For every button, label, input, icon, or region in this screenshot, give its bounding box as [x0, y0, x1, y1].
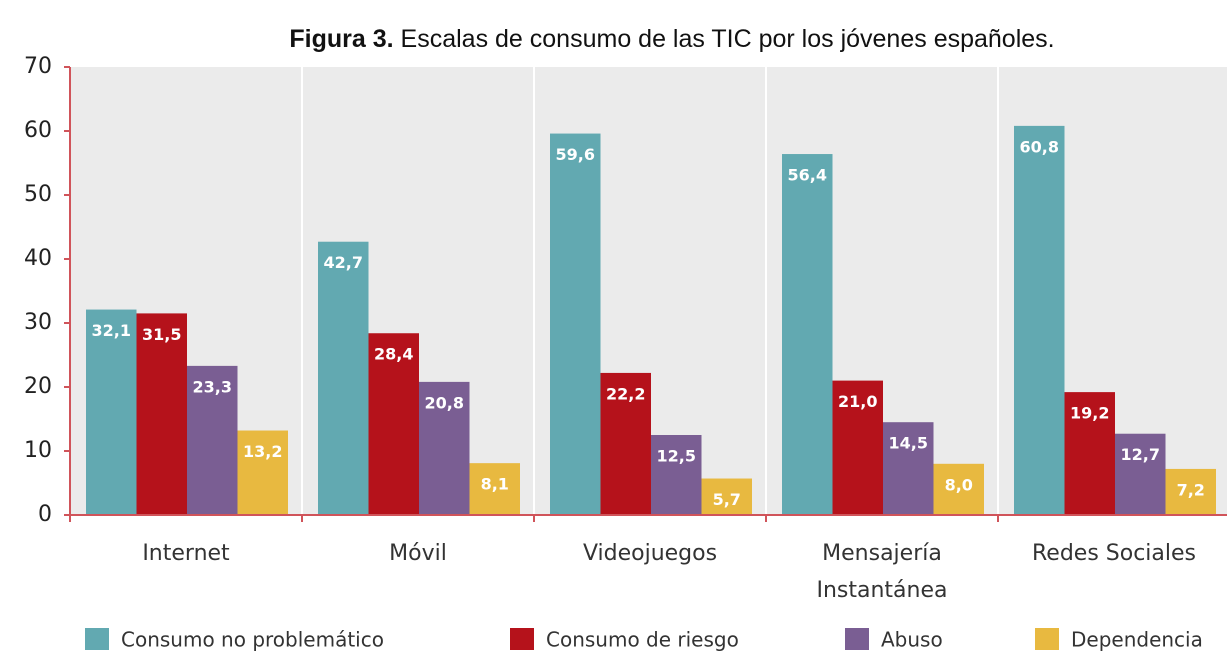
data-label: 31,5 — [142, 325, 181, 344]
y-tick-label: 50 — [24, 182, 52, 207]
bar — [883, 422, 934, 515]
bar — [600, 372, 651, 515]
data-label: 32,1 — [92, 321, 131, 340]
legend-swatch — [85, 628, 109, 650]
legend-label: Consumo de riesgo — [546, 628, 739, 652]
bar — [469, 463, 520, 515]
legend-swatch — [1035, 628, 1059, 650]
bar — [550, 133, 601, 515]
legend-label: Dependencia — [1071, 628, 1203, 652]
data-label: 20,8 — [425, 393, 464, 412]
data-label: 14,5 — [889, 434, 928, 453]
bar — [1165, 468, 1216, 515]
legend-swatch — [510, 628, 534, 650]
data-label: 7,2 — [1177, 480, 1205, 499]
bar — [832, 380, 883, 515]
data-label: 13,2 — [243, 442, 282, 461]
bar — [701, 478, 752, 515]
legend-label: Abuso — [881, 628, 943, 652]
x-tick-label: Mensajería Instantánea — [816, 541, 948, 603]
data-label: 8,1 — [481, 475, 509, 494]
x-tick-label: Videojuegos — [582, 541, 718, 566]
y-tick-label: 20 — [24, 374, 52, 399]
data-label: 23,3 — [193, 377, 232, 396]
data-label: 22,2 — [606, 384, 645, 403]
bar — [1115, 433, 1166, 515]
title-text: Escalas de consumo de las TIC por los jó… — [401, 25, 1055, 53]
x-tick-label: Redes Sociales — [1031, 541, 1196, 566]
y-tick-label: 10 — [24, 438, 52, 463]
data-label: 28,4 — [374, 345, 413, 364]
data-label: 60,8 — [1020, 137, 1059, 156]
bar — [237, 430, 288, 515]
bar — [86, 309, 137, 515]
bar — [782, 154, 833, 516]
bar — [136, 313, 187, 515]
data-label: 19,2 — [1070, 404, 1109, 423]
y-tick-label: 30 — [24, 310, 52, 335]
data-label: 59,6 — [556, 145, 595, 164]
y-tick-label: 40 — [24, 246, 52, 271]
data-label: 56,4 — [788, 166, 827, 185]
data-label: 5,7 — [713, 490, 741, 509]
bar — [187, 365, 238, 515]
data-label: 12,7 — [1121, 445, 1160, 464]
data-label: 21,0 — [838, 392, 877, 411]
bar — [933, 463, 984, 515]
figure-label: Figura 3. — [289, 25, 393, 53]
bar — [651, 435, 702, 515]
data-label: 12,5 — [657, 447, 696, 466]
bar — [318, 241, 369, 515]
y-tick-label: 0 — [38, 502, 52, 527]
legend-label: Consumo no problemático — [121, 628, 384, 652]
bar — [1064, 392, 1115, 515]
y-tick-label: 70 — [24, 54, 52, 79]
data-label: 8,0 — [945, 475, 973, 494]
bar — [1014, 125, 1065, 515]
x-tick-label: Móvil — [389, 541, 447, 566]
data-label: 42,7 — [324, 253, 363, 272]
y-tick-label: 60 — [24, 118, 52, 143]
x-tick-label: Internet — [142, 541, 230, 566]
chart-title: Figura 3. Escalas de consumo de las TIC p… — [289, 25, 1054, 53]
bar — [419, 381, 470, 515]
legend-swatch — [845, 628, 869, 650]
bar — [368, 333, 419, 515]
